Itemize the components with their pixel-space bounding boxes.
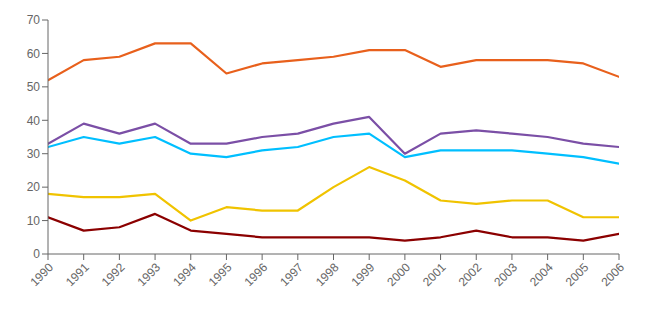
svg-text:2005: 2005 xyxy=(563,260,592,289)
svg-text:1992: 1992 xyxy=(99,260,128,289)
svg-text:1990: 1990 xyxy=(27,260,56,289)
svg-text:1993: 1993 xyxy=(134,260,163,289)
svg-text:2003: 2003 xyxy=(491,260,520,289)
svg-text:30: 30 xyxy=(27,147,41,161)
svg-text:1999: 1999 xyxy=(349,260,378,289)
svg-text:1994: 1994 xyxy=(170,260,199,289)
svg-text:1995: 1995 xyxy=(206,260,235,289)
svg-text:70: 70 xyxy=(27,13,41,27)
svg-text:40: 40 xyxy=(27,114,41,128)
svg-text:2006: 2006 xyxy=(598,260,627,289)
svg-text:0: 0 xyxy=(33,247,40,261)
svg-text:1996: 1996 xyxy=(241,260,270,289)
svg-text:20: 20 xyxy=(27,180,41,194)
svg-text:1997: 1997 xyxy=(277,260,306,289)
svg-text:60: 60 xyxy=(27,47,41,61)
svg-text:2001: 2001 xyxy=(420,260,449,289)
svg-text:2002: 2002 xyxy=(456,260,485,289)
svg-text:10: 10 xyxy=(27,214,41,228)
svg-text:1998: 1998 xyxy=(313,260,342,289)
svg-text:2000: 2000 xyxy=(384,260,413,289)
svg-text:2004: 2004 xyxy=(527,260,556,289)
svg-text:1991: 1991 xyxy=(63,260,92,289)
svg-text:50: 50 xyxy=(27,80,41,94)
